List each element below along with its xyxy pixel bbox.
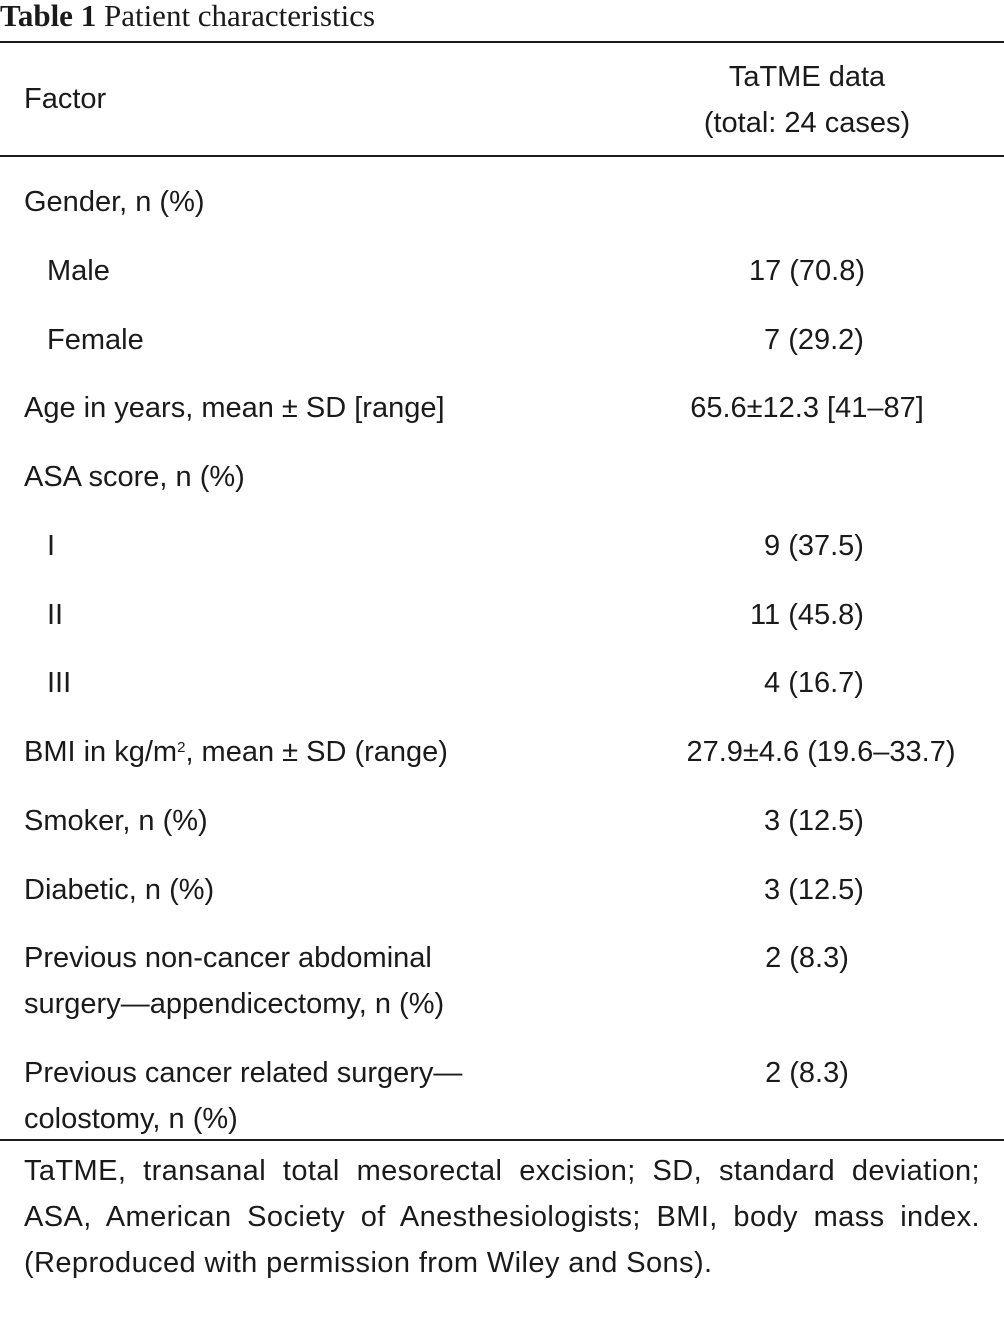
row-value: 11 (45.8) bbox=[750, 599, 864, 631]
table-row: ASA score, n (%) bbox=[0, 443, 1004, 512]
header-rule bbox=[0, 155, 1004, 157]
row-factor: Diabetic, n (%) bbox=[24, 874, 215, 906]
table-row: Smoker, n (%) 3 (12.5) bbox=[0, 787, 1004, 856]
row-factor: Female bbox=[47, 324, 144, 356]
row-value: 2 (8.3) bbox=[765, 1057, 849, 1089]
table-row: Previous cancer related surgery—colostom… bbox=[0, 1039, 1004, 1155]
column-header-data-line2: (total: 24 cases) bbox=[703, 107, 911, 139]
table-row: Male 17 (70.8) bbox=[0, 237, 1004, 306]
row-factor: Previous cancer related surgery—colostom… bbox=[24, 1057, 463, 1135]
row-value: 65.6±12.3 [41–87] bbox=[690, 392, 924, 424]
row-factor-rest: , mean ± SD (range) bbox=[185, 736, 448, 768]
row-value: 3 (12.5) bbox=[764, 805, 864, 837]
table-row: II 11 (45.8) bbox=[0, 581, 1004, 650]
table-row: III 4 (16.7) bbox=[0, 649, 1004, 718]
column-header-data: TaTME data (total: 24 cases) bbox=[612, 54, 1002, 146]
table-row: Female 7 (29.2) bbox=[0, 306, 1004, 375]
table-row: Diabetic, n (%) 3 (12.5) bbox=[0, 856, 1004, 925]
row-factor: Age in years, mean ± SD [range] bbox=[24, 392, 445, 424]
row-factor: Male bbox=[47, 255, 110, 287]
row-value: 9 (37.5) bbox=[764, 530, 864, 562]
row-value: 7 (29.2) bbox=[764, 324, 864, 356]
table-caption: Table 1 Patient characteristics bbox=[0, 0, 375, 36]
column-header-factor: Factor bbox=[24, 83, 107, 115]
table-footnote: TaTME, transanal total mesorectal excisi… bbox=[24, 1155, 980, 1279]
table-row: Previous non-cancer abdominal surgery—ap… bbox=[0, 924, 1004, 1040]
superscript: 2 bbox=[177, 739, 186, 756]
bottom-rule bbox=[0, 1139, 1004, 1141]
row-value: 17 (70.8) bbox=[748, 255, 866, 287]
row-factor: I bbox=[47, 530, 56, 562]
table-row: BMI in kg/m2, mean ± SD (range) 27.9±4.6… bbox=[0, 718, 1004, 787]
row-factor: III bbox=[47, 667, 72, 699]
table-number: Table 1 bbox=[0, 0, 97, 33]
row-factor: ASA score, n (%) bbox=[24, 461, 245, 493]
top-rule bbox=[0, 41, 1004, 43]
table-row: Gender, n (%) bbox=[0, 168, 1004, 237]
table-title: Patient characteristics bbox=[103, 0, 376, 33]
row-factor: BMI in kg/m2, mean ± SD (range) bbox=[24, 729, 448, 775]
row-factor: Previous non-cancer abdominal surgery—ap… bbox=[24, 942, 445, 1020]
row-factor-main: BMI in kg/m bbox=[24, 736, 178, 768]
row-factor: Gender, n (%) bbox=[24, 186, 205, 218]
column-header-data-line1: TaTME data bbox=[728, 61, 886, 93]
table-row: Age in years, mean ± SD [range] 65.6±12.… bbox=[0, 374, 1004, 443]
row-value: 3 (12.5) bbox=[764, 874, 864, 906]
row-value: 27.9±4.6 (19.6–33.7) bbox=[686, 736, 956, 768]
row-factor: II bbox=[47, 599, 64, 631]
row-value: 2 (8.3) bbox=[765, 942, 849, 974]
row-factor: Smoker, n (%) bbox=[24, 805, 208, 837]
row-value: 4 (16.7) bbox=[764, 667, 864, 699]
table-row: I 9 (37.5) bbox=[0, 512, 1004, 581]
